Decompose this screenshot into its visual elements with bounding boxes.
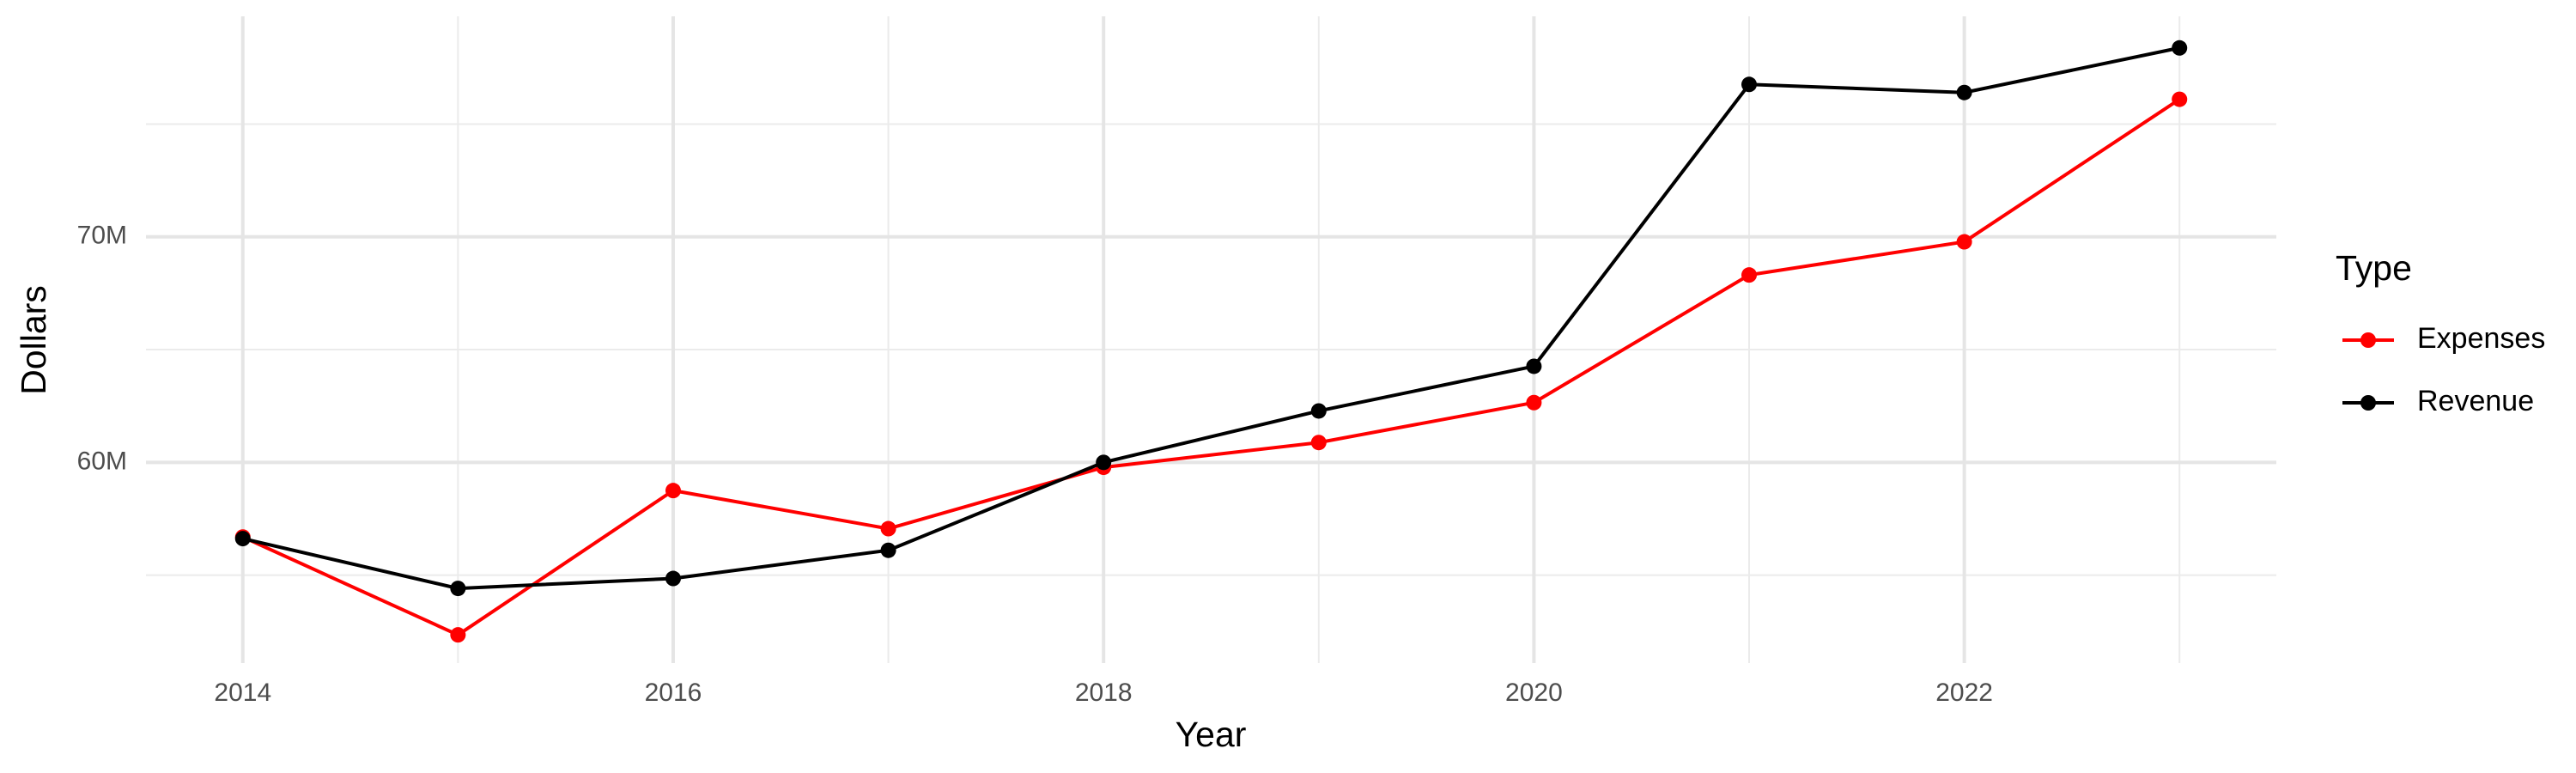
legend-label: Revenue	[2417, 385, 2534, 417]
data-point	[665, 483, 681, 499]
data-point	[1741, 267, 1758, 283]
y-tick-label: 70M	[77, 222, 127, 250]
data-point	[1526, 394, 1542, 411]
y-axis-title: Dollars	[14, 285, 53, 395]
data-point	[2172, 40, 2188, 56]
data-point	[1956, 84, 1972, 100]
data-point	[1526, 358, 1542, 374]
series-line	[242, 46, 2180, 591]
legend-title: Type	[2336, 248, 2412, 288]
x-tick-label: 2022	[1935, 679, 1993, 707]
series-line	[241, 97, 2181, 637]
y-tick-label: 60M	[77, 447, 127, 475]
x-tick-label: 2020	[1505, 679, 1563, 707]
data-point	[450, 627, 466, 643]
data-point	[2172, 91, 2188, 107]
data-point	[1741, 76, 1758, 93]
data-point	[234, 531, 251, 547]
legend-label: Expenses	[2417, 322, 2545, 355]
data-point	[880, 542, 896, 558]
data-point	[1956, 234, 1972, 250]
data-point	[1310, 403, 1327, 419]
data-point	[665, 570, 681, 587]
x-tick-label: 2016	[645, 679, 702, 707]
data-point	[880, 520, 896, 537]
x-axis-title: Year	[1176, 715, 1247, 754]
grid	[146, 16, 2276, 663]
x-tick-label: 2014	[214, 679, 271, 707]
legend-key-point	[2360, 332, 2376, 348]
x-tick-label: 2018	[1075, 679, 1133, 707]
legend-key-point	[2360, 395, 2376, 411]
data-point	[1096, 454, 1112, 471]
data-point	[1310, 435, 1327, 451]
data-point	[450, 581, 466, 597]
